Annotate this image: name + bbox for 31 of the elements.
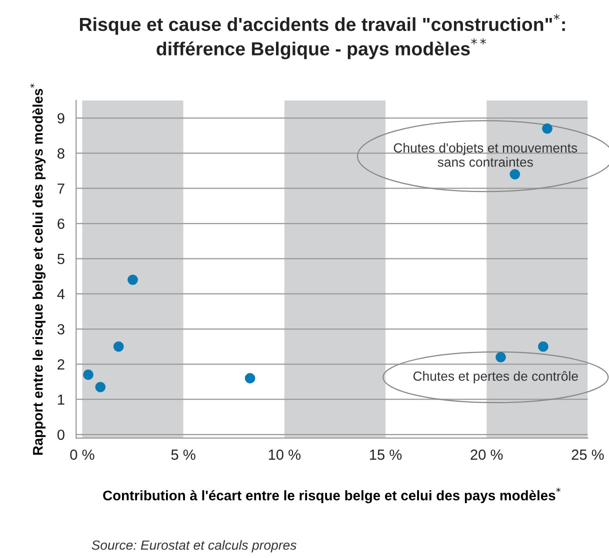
point	[510, 169, 520, 180]
point	[496, 352, 506, 362]
y-tick-label: 9	[58, 113, 64, 124]
y-tick-label: 1	[58, 394, 64, 405]
y-tick-label: 4	[57, 289, 65, 300]
source-note: Source: Eurostat et calculs propres	[92, 540, 296, 552]
annotation: Chutes et pertes de contrôle	[413, 371, 578, 384]
y-tick-label: 0	[57, 430, 64, 440]
x-axis-title: Contribution à l'écart entre le risque belge et celui des pays modèles$^{*}$	[103, 488, 561, 504]
x-tick-label: 10 %	[268, 450, 300, 460]
y-axis-title: Rapport entre le risque belge et celui des pays modèles$^{*}$	[30, 84, 46, 455]
x-tick-label: 15 %	[370, 450, 402, 460]
chart-title: Risque et cause d'accidents de travail "construction"$^{*}$: différence Belgique - pays modèles$^{**}$	[80, 14, 565, 60]
point	[538, 341, 548, 352]
y-tick-label: 8	[58, 148, 64, 159]
point	[113, 341, 124, 352]
y-tick-label: 2	[58, 359, 64, 370]
point	[128, 274, 138, 285]
point	[83, 370, 94, 380]
y-tick-label: 5	[57, 254, 64, 264]
y-tick-label: 7	[58, 184, 64, 194]
x-tick-label: 5 %	[171, 450, 196, 460]
x-tick-label: 25 %	[572, 450, 604, 460]
point	[95, 382, 106, 392]
point	[244, 373, 256, 384]
y-tick-label: 3	[57, 324, 64, 334]
y-tick-label: 6	[58, 218, 64, 229]
annotation: Chutes d'objets et mouvements sans contraintes	[394, 142, 578, 167]
point	[542, 123, 552, 134]
x-tick-label: 20 %	[470, 450, 503, 460]
x-tick-label: 0 %	[70, 450, 94, 460]
